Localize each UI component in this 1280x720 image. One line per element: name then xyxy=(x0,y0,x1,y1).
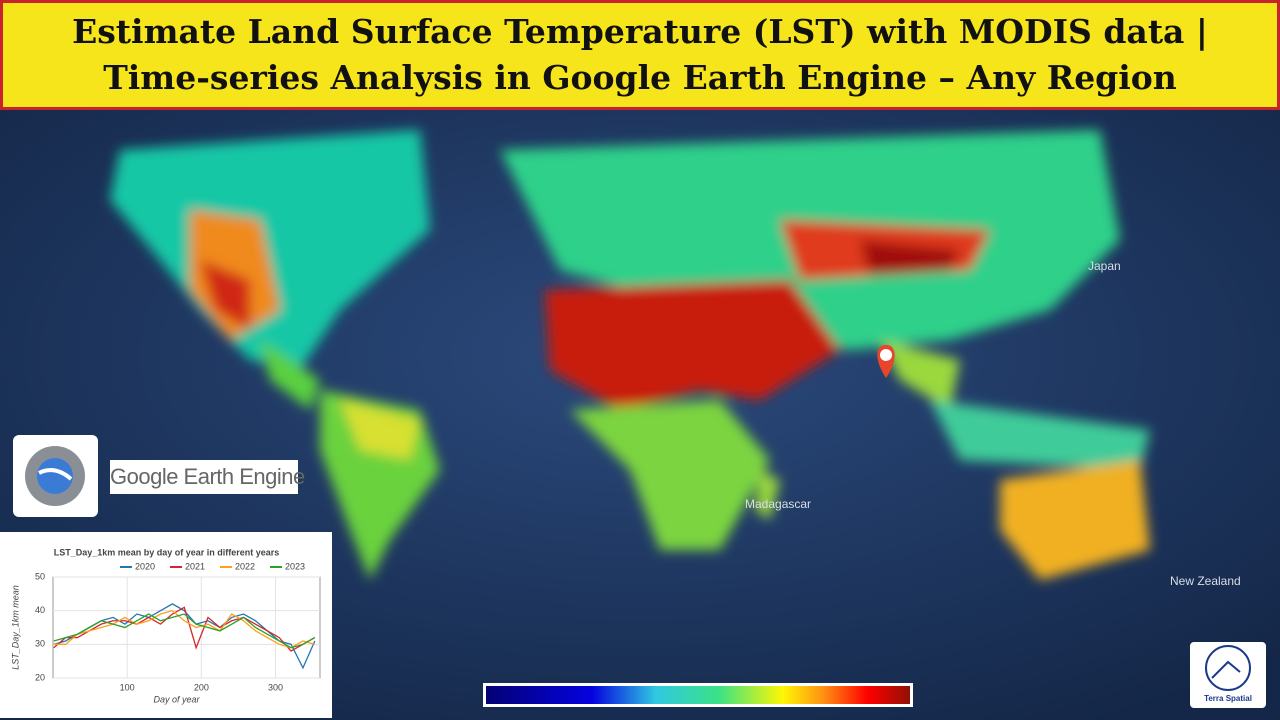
chart-title: LST_Day_1km mean by day of year in diffe… xyxy=(54,547,280,557)
map-label: Japan xyxy=(1088,259,1121,273)
legend-label: 2021 xyxy=(185,561,205,571)
x-tick-label: 100 xyxy=(120,682,135,692)
y-tick-label: 50 xyxy=(35,571,45,581)
chart-inset: LST_Day_1km mean by day of year in diffe… xyxy=(0,532,332,718)
brand-text: Terra Spatial xyxy=(1204,694,1252,703)
color-bar xyxy=(483,683,913,707)
y-axis-label: LST_Day_1km mean xyxy=(10,585,20,670)
land xyxy=(110,130,1150,580)
series-line xyxy=(53,606,316,652)
y-tick-label: 40 xyxy=(35,605,45,615)
x-axis-label: Day of year xyxy=(153,694,200,704)
title-line: Estimate Land Surface Temperature (LST) … xyxy=(72,12,1208,51)
map-pin xyxy=(877,345,895,378)
gee-wordmark: Google Earth Engine xyxy=(110,460,305,494)
series-line xyxy=(53,609,315,649)
legend-label: 2023 xyxy=(285,561,305,571)
gee-logo xyxy=(13,435,98,517)
map-label: Madagascar xyxy=(745,497,811,511)
brand-logo: Terra Spatial xyxy=(1190,642,1266,708)
y-tick-label: 30 xyxy=(35,639,45,649)
y-tick-label: 20 xyxy=(35,672,45,682)
legend-label: 2020 xyxy=(135,561,155,571)
x-tick-label: 200 xyxy=(194,682,209,692)
chart: LST_Day_1km mean by day of year in diffe… xyxy=(10,547,321,704)
plot-area xyxy=(52,576,321,679)
series-line xyxy=(53,613,316,649)
title-banner: Estimate Land Surface Temperature (LST) … xyxy=(0,0,1280,110)
title-line: Time-series Analysis in Google Earth Eng… xyxy=(103,58,1177,97)
legend-label: 2022 xyxy=(235,561,255,571)
map-label: New Zealand xyxy=(1170,574,1241,588)
x-tick-label: 300 xyxy=(268,682,283,692)
